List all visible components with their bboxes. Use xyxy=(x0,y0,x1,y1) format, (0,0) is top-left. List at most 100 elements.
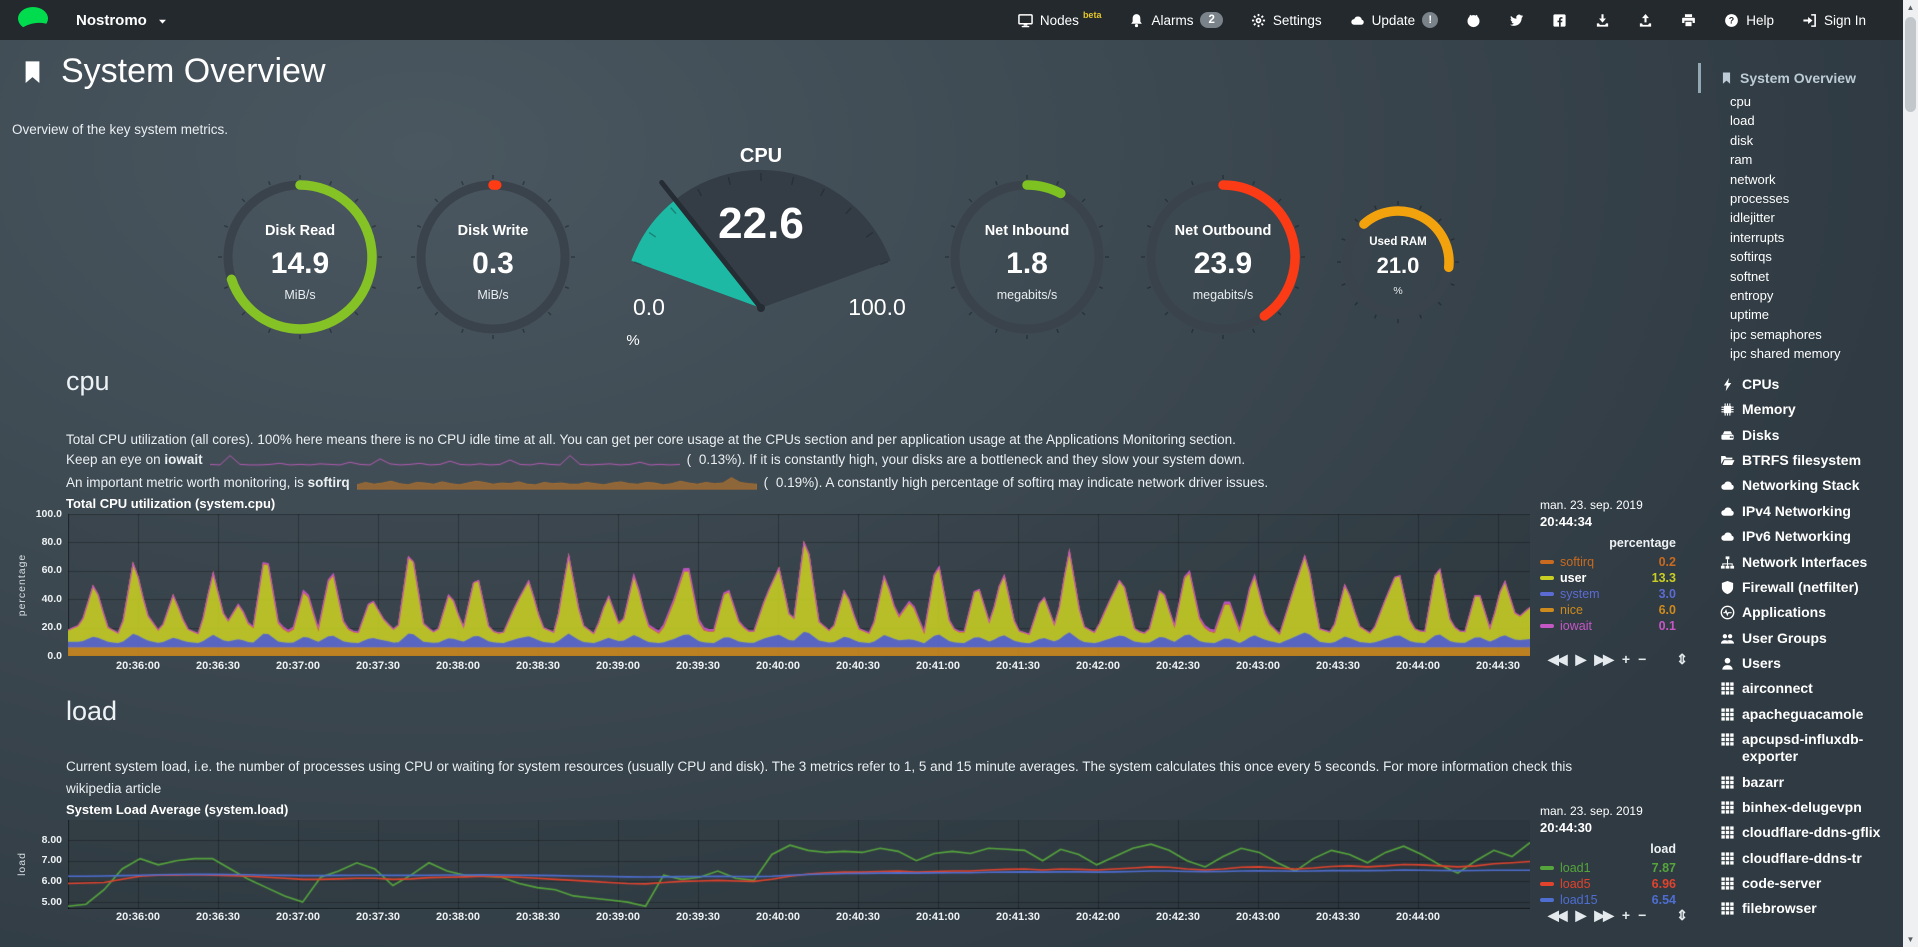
import-snapshot-button[interactable] xyxy=(1638,13,1653,28)
sidebar-item-cpus[interactable]: CPUs xyxy=(1690,372,1903,397)
disk-read-gauge[interactable]: Disk Read 14.9 MiB/s xyxy=(216,173,384,346)
window-scrollbar[interactable]: ▲ ▼ xyxy=(1903,0,1918,947)
sidebar-subitem-uptime[interactable]: uptime xyxy=(1730,307,1770,323)
signin-button[interactable]: Sign In xyxy=(1802,13,1866,28)
sidebar-item-filebrowser[interactable]: filebrowser xyxy=(1690,896,1903,921)
load-chart-legend: man. 23. sep. 2019 20:44:30 load load1 7.… xyxy=(1540,804,1676,908)
disk-write-gauge[interactable]: Disk Write 0.3 MiB/s xyxy=(409,173,577,346)
svg-text:megabits/s: megabits/s xyxy=(1193,288,1253,302)
load-xtick: 20:43:00 xyxy=(1235,911,1281,923)
scrollbar-thumb[interactable] xyxy=(1905,17,1916,112)
sidebar-subitem-ipc-semaphores[interactable]: ipc semaphores xyxy=(1730,326,1822,342)
nodes-button[interactable]: Nodes beta xyxy=(1018,10,1101,28)
cpu-ytick: 100.0 xyxy=(35,507,62,520)
legend-item-load5[interactable]: load5 6.96 xyxy=(1540,876,1676,892)
play-button[interactable]: ▶ xyxy=(1575,651,1587,667)
netdata-logo-icon[interactable] xyxy=(16,6,50,34)
update-button[interactable]: Update ! xyxy=(1350,12,1439,28)
sidebar-item-cloudflare-ddns-gflix[interactable]: cloudflare-ddns-gflix xyxy=(1690,820,1903,845)
iowait-sparkline-chart[interactable] xyxy=(209,452,680,467)
node-name-dropdown[interactable]: Nostromo xyxy=(76,11,147,29)
sidebar-subitem-disk[interactable]: disk xyxy=(1730,132,1754,148)
load-chart[interactable] xyxy=(68,820,1530,909)
sidebar-subitem-softirqs[interactable]: softirqs xyxy=(1730,249,1772,265)
sidebar-item-btrfs-filesystem[interactable]: BTRFS filesystem xyxy=(1690,448,1903,473)
sidebar-subitem-softnet[interactable]: softnet xyxy=(1730,268,1770,284)
legend-item-iowait[interactable]: iowait 0.1 xyxy=(1540,618,1676,634)
caret-down-icon[interactable] xyxy=(157,14,168,27)
sidebar-item-code-server[interactable]: code-server xyxy=(1690,871,1903,896)
legend-item-softirq[interactable]: softirq 0.2 xyxy=(1540,554,1676,570)
load-xtick: 20:43:30 xyxy=(1315,911,1361,923)
zoom-out-button[interactable]: − xyxy=(1638,651,1646,667)
download-icon xyxy=(1595,13,1610,28)
zoom-in-button[interactable]: + xyxy=(1621,907,1630,923)
print-button[interactable] xyxy=(1681,13,1696,28)
net-inbound-gauge[interactable]: Net Inbound 1.8 megabits/s xyxy=(943,173,1111,346)
export-snapshot-button[interactable] xyxy=(1595,13,1610,28)
question-circle-icon: ? xyxy=(1724,13,1739,28)
sidebar-item-disks[interactable]: Disks xyxy=(1690,422,1903,447)
sidebar-item-bazarr[interactable]: bazarr xyxy=(1690,769,1903,794)
sidebar-subitem-cpu[interactable]: cpu xyxy=(1730,94,1751,109)
load-xtick: 20:39:30 xyxy=(675,911,721,923)
cpu-chart[interactable] xyxy=(68,514,1530,656)
legend-item-system[interactable]: system 3.0 xyxy=(1540,586,1676,602)
sidebar-subitem-entropy[interactable]: entropy xyxy=(1730,288,1774,304)
twitter-button[interactable] xyxy=(1509,13,1524,28)
softirq-sparkline-chart[interactable] xyxy=(356,474,757,490)
sidebar-item-user-groups[interactable]: User Groups xyxy=(1690,625,1903,650)
sidebar-subitem-idlejitter[interactable]: idlejitter xyxy=(1730,210,1775,226)
used-ram-gauge[interactable]: Used RAM 21.0% xyxy=(1335,199,1461,330)
sidebar-subitem-interrupts[interactable]: interrupts xyxy=(1730,229,1785,245)
net-outbound-gauge[interactable]: Net Outbound 23.9 megabits/s xyxy=(1139,173,1307,346)
pan-backward-button[interactable]: ◀◀ xyxy=(1548,907,1567,923)
cpu-ytick: 20.0 xyxy=(41,621,62,634)
sidebar-subitem-network[interactable]: network xyxy=(1730,171,1776,187)
github-button[interactable] xyxy=(1466,13,1481,28)
sidebar-item-firewall-netfilter-[interactable]: Firewall (netfilter) xyxy=(1690,575,1903,600)
legend-item-user[interactable]: user 13.3 xyxy=(1540,570,1676,586)
sidebar-item-memory[interactable]: Memory xyxy=(1690,397,1903,422)
sidebar-item-ipv6-networking[interactable]: IPv6 Networking xyxy=(1690,524,1903,549)
sidebar-item-network-interfaces[interactable]: Network Interfaces xyxy=(1690,549,1903,574)
scrollbar-up-arrow[interactable]: ▲ xyxy=(1906,3,1915,12)
pan-forward-button[interactable]: ▶▶ xyxy=(1594,651,1613,667)
sidebar-item-apacheguacamole[interactable]: apacheguacamole xyxy=(1690,702,1903,727)
wikipedia-article-link[interactable]: wikipedia article xyxy=(66,781,162,796)
sidebar-item-airconnect[interactable]: airconnect xyxy=(1690,676,1903,701)
sidebar-subitem-processes[interactable]: processes xyxy=(1730,191,1790,207)
resize-handle[interactable]: ⇕ xyxy=(1676,651,1688,667)
pan-backward-button[interactable]: ◀◀ xyxy=(1548,651,1567,667)
sidebar-item-cloudflare-ddns-tr[interactable]: cloudflare-ddns-tr xyxy=(1690,845,1903,870)
sidebar-item-users[interactable]: Users xyxy=(1690,651,1903,676)
legend-item-nice[interactable]: nice 6.0 xyxy=(1540,602,1676,618)
sidebar-item-networking-stack[interactable]: Networking Stack xyxy=(1690,473,1903,498)
sidebar-item-applications[interactable]: Applications xyxy=(1690,600,1903,625)
legend-item-load15[interactable]: load15 6.54 xyxy=(1540,892,1676,908)
legend-value: 0.1 xyxy=(1658,619,1676,633)
settings-button[interactable]: Settings xyxy=(1251,13,1322,28)
sidebar-subitem-ram[interactable]: ram xyxy=(1730,152,1753,168)
resize-handle[interactable]: ⇕ xyxy=(1676,907,1688,923)
sidebar-item-ipv4-networking[interactable]: IPv4 Networking xyxy=(1690,499,1903,524)
load-xtick: 20:41:00 xyxy=(915,911,961,923)
help-button[interactable]: ? Help xyxy=(1724,13,1774,28)
sidebar-subitem-load[interactable]: load xyxy=(1730,113,1755,129)
zoom-out-button[interactable]: − xyxy=(1638,907,1646,923)
play-button[interactable]: ▶ xyxy=(1575,907,1587,923)
sidebar-item-apcupsd-influxdb-exporter[interactable]: apcupsd-influxdb-exporter xyxy=(1690,727,1903,769)
pan-forward-button[interactable]: ▶▶ xyxy=(1594,907,1613,923)
cpu-gauge[interactable]: CPU 22.6 0.0 100.0% xyxy=(611,138,911,355)
bell-icon xyxy=(1129,13,1144,28)
legend-swatch xyxy=(1540,608,1554,612)
grid-icon xyxy=(1720,680,1742,696)
legend-item-load1[interactable]: load1 7.87 xyxy=(1540,860,1676,876)
zoom-in-button[interactable]: + xyxy=(1621,651,1630,667)
sidebar-item-system-overview[interactable]: System Overview xyxy=(1690,63,1903,93)
sidebar-item-binhex-delugevpn[interactable]: binhex-delugevpn xyxy=(1690,795,1903,820)
facebook-button[interactable] xyxy=(1552,13,1567,28)
sidebar-subitem-ipc-shared-memory[interactable]: ipc shared memory xyxy=(1730,346,1841,362)
alarms-button[interactable]: Alarms 2 xyxy=(1129,12,1223,28)
scrollbar-down-arrow[interactable]: ▼ xyxy=(1906,935,1915,944)
